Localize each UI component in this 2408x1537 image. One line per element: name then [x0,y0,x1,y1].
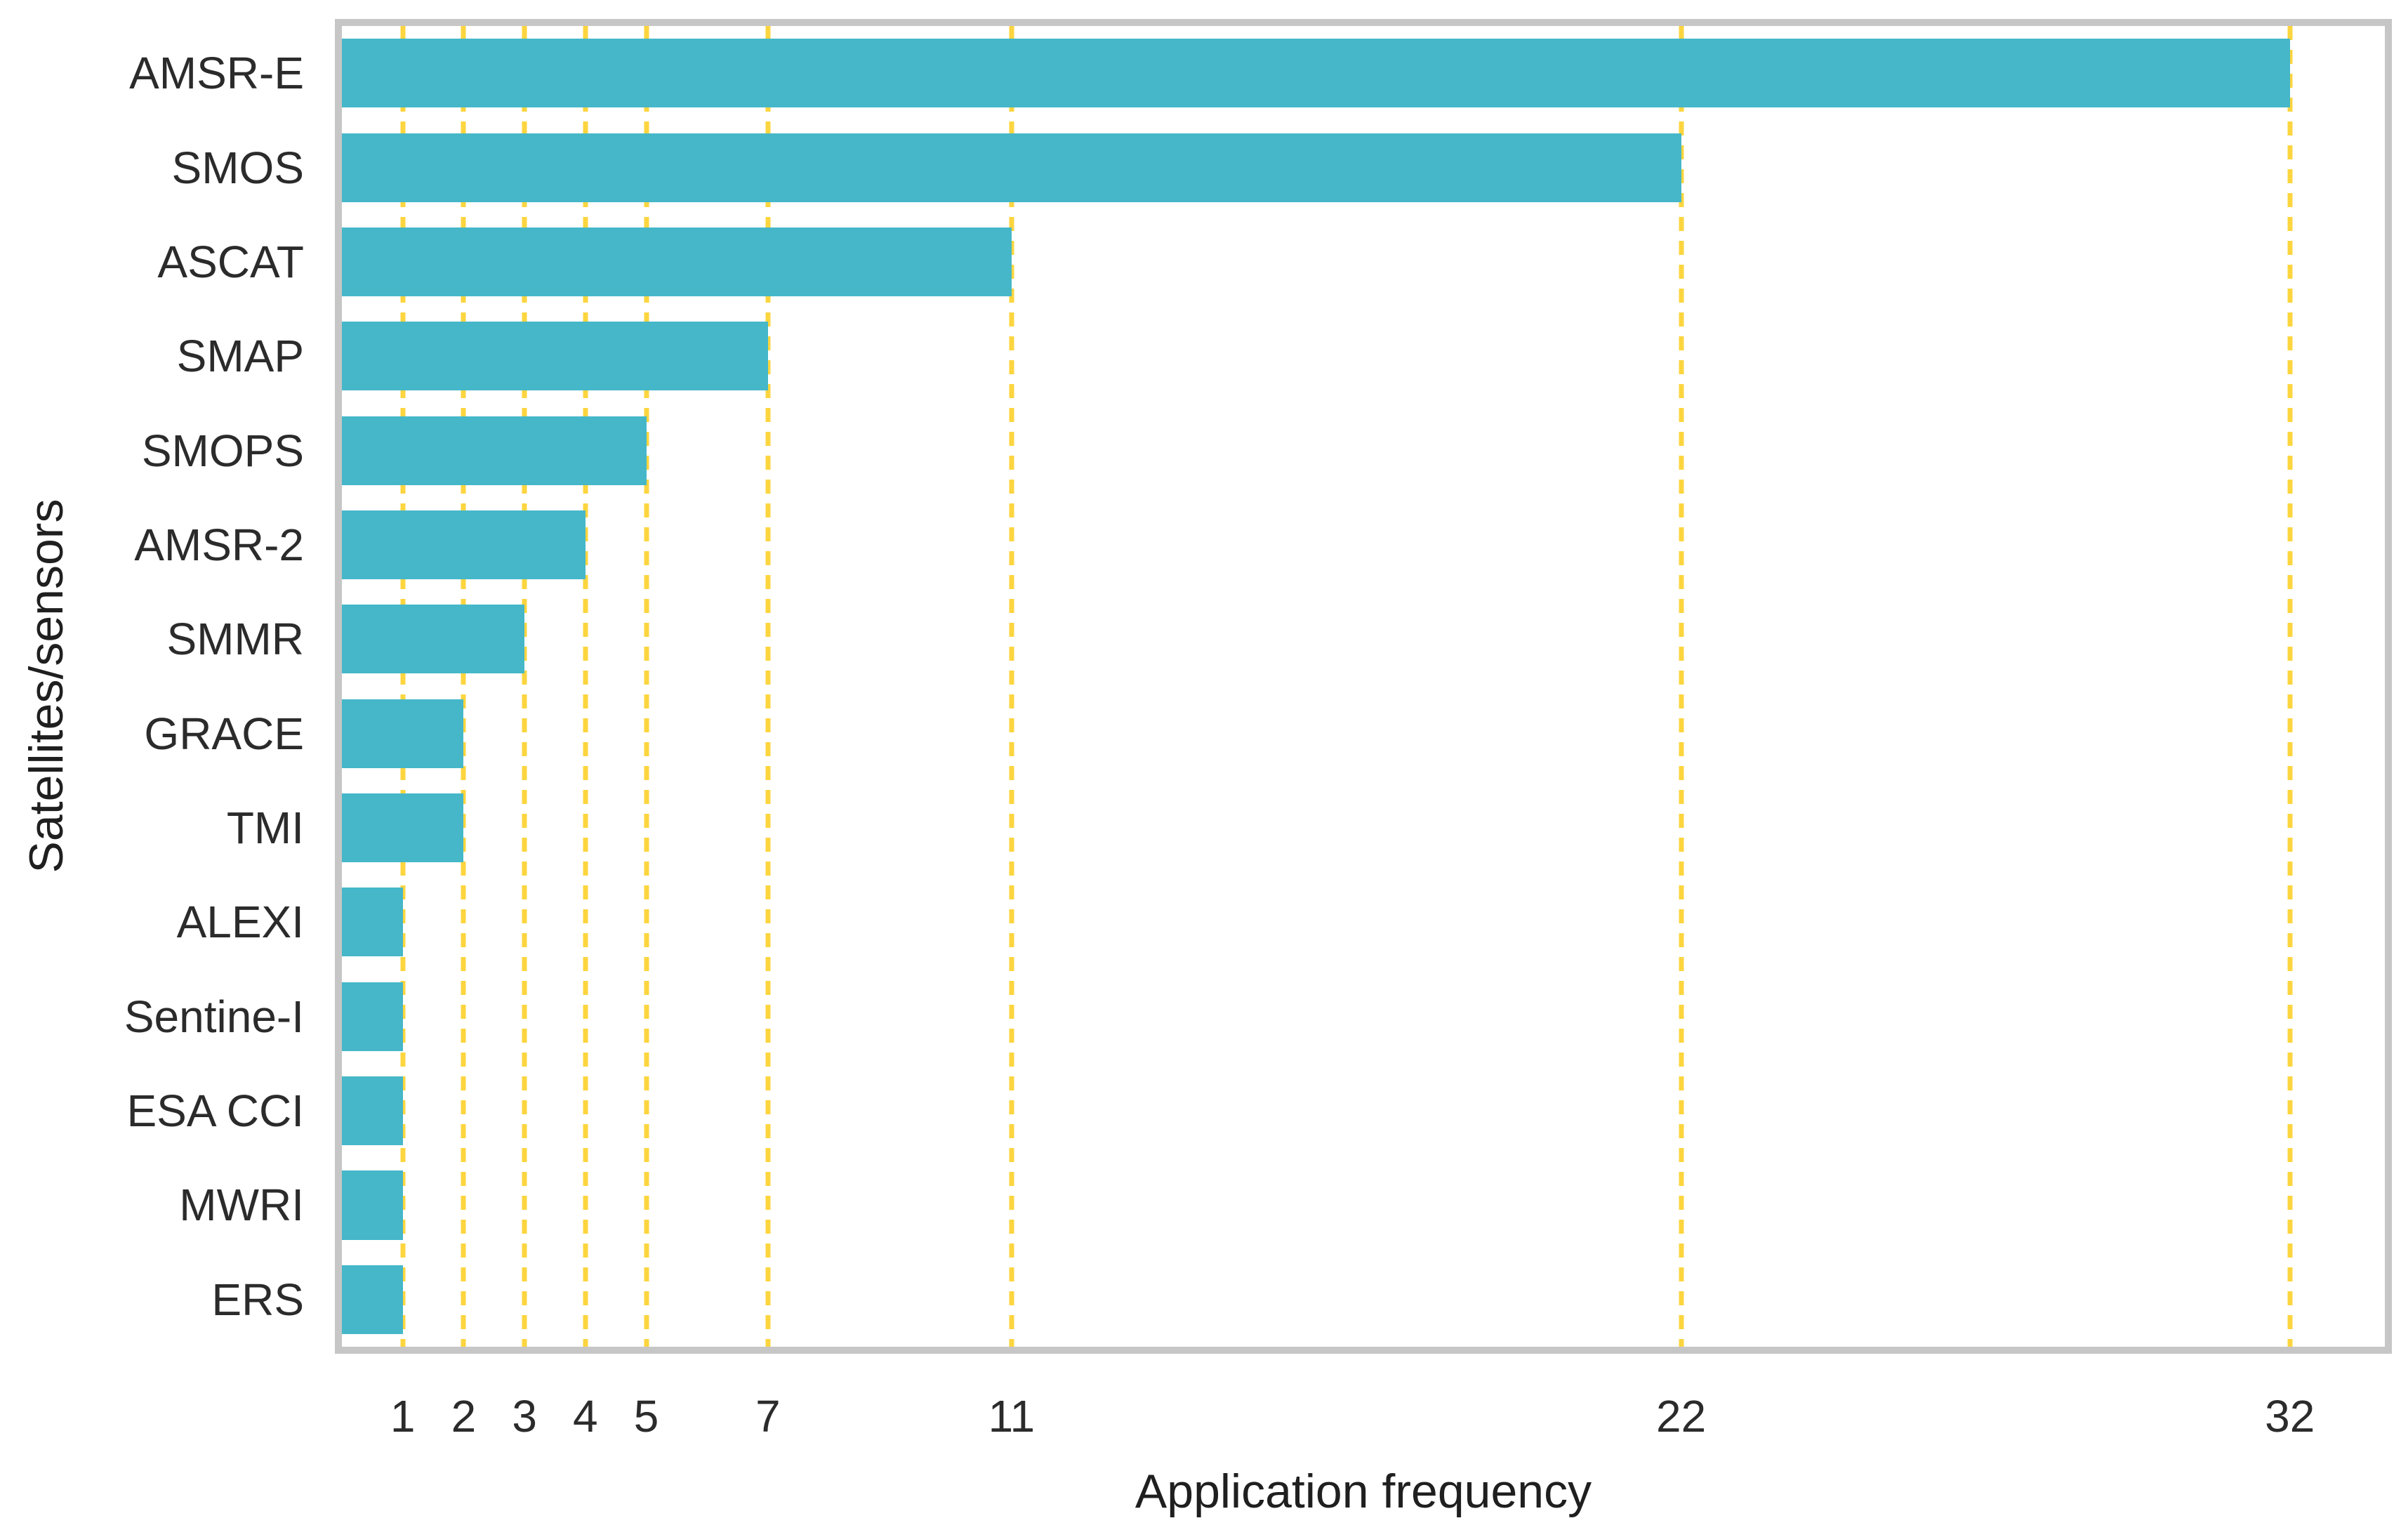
bar-SMOS [342,133,1681,202]
x-tick-5: 5 [633,1391,659,1442]
bar-SMOPS [342,416,647,485]
gridline-x-3 [522,26,527,1347]
plot-panel [335,19,2392,1354]
y-label-TMI: TMI [226,803,304,854]
bar-row [342,498,2385,592]
bar-row [342,970,2385,1064]
y-label-ALEXI: ALEXI [176,897,304,948]
y-label-AMSR-E: AMSR-E [129,48,304,99]
x-tick-11: 11 [988,1391,1036,1442]
bar-ERS [342,1265,403,1334]
bar-AMSR-2 [342,510,586,580]
bar-row [342,26,2385,120]
gridline-x-1 [400,26,406,1347]
y-label-SMOPS: SMOPS [141,425,304,476]
y-label-ESA CCI: ESA CCI [126,1086,304,1137]
x-tick-4: 4 [573,1391,598,1442]
bar-row [342,309,2385,403]
gridline-x-7 [765,26,771,1347]
bar-row [342,215,2385,309]
gridline-x-2 [461,26,466,1347]
y-label-SMOS: SMOS [171,142,304,193]
y-label-SMMR: SMMR [166,614,304,665]
bar-row [342,1158,2385,1252]
bar-row [342,120,2385,214]
gridline-x-5 [644,26,649,1347]
y-label-ASCAT: ASCAT [157,236,304,287]
bar-row [342,1253,2385,1347]
bar-SMAP [342,322,768,391]
y-label-GRACE: GRACE [144,708,304,759]
y-label-SMAP: SMAP [176,331,304,382]
bar-row [342,592,2385,686]
gridline-x-32 [2287,26,2293,1347]
x-tick-2: 2 [451,1391,477,1442]
bar-ESA CCI [342,1076,403,1146]
bar-GRACE [342,699,464,768]
bar-AMSR-E [342,39,2290,108]
y-label-Sentine-I: Sentine-I [124,991,304,1042]
gridline-x-4 [583,26,588,1347]
x-tick-1: 1 [390,1391,416,1442]
y-label-MWRI: MWRI [179,1180,304,1231]
bar-ALEXI [342,888,403,957]
bar-Sentine-I [342,982,403,1051]
x-tick-22: 22 [1656,1391,1707,1442]
y-label-AMSR-2: AMSR-2 [134,519,304,570]
x-tick-7: 7 [755,1391,781,1442]
bar-row [342,403,2385,497]
bars-layer [342,26,2385,1347]
bar-SMMR [342,605,525,674]
bar-row [342,687,2385,781]
y-label-ERS: ERS [211,1274,304,1325]
bar-TMI [342,793,464,863]
x-axis-tick-labels: 1 2 3 4 5 7 11 22 32 [342,1394,2385,1450]
x-tick-32: 32 [2265,1391,2315,1442]
x-axis-title: Application frequency [1134,1465,1592,1518]
bar-row [342,781,2385,875]
gridlines-layer [342,26,2385,1347]
gridline-x-11 [1009,26,1014,1347]
bar-row [342,1064,2385,1158]
gridline-x-22 [1679,26,1684,1347]
bar-ASCAT [342,227,1012,296]
bar-MWRI [342,1170,403,1240]
x-tick-3: 3 [512,1391,537,1442]
bar-row [342,875,2385,969]
y-axis-category-labels: AMSR-E SMOS ASCAT SMAP SMOPS AMSR-2 SMMR GRACE T… [0,26,314,1347]
